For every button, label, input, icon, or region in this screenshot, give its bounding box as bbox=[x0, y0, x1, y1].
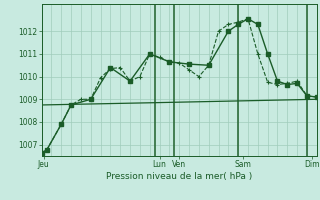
X-axis label: Pression niveau de la mer( hPa ): Pression niveau de la mer( hPa ) bbox=[106, 172, 252, 181]
